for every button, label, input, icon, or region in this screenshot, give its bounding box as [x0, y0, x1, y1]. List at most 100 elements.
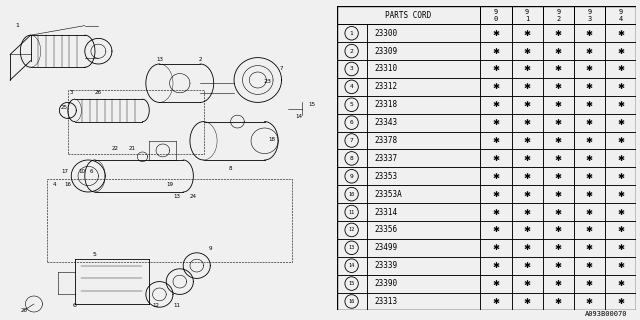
Text: 22: 22	[112, 146, 119, 151]
Text: 23343: 23343	[374, 118, 397, 127]
Bar	[367, 24, 481, 42]
Text: 2: 2	[198, 57, 202, 62]
Bar	[337, 24, 367, 42]
Bar	[481, 257, 511, 275]
Text: 23390: 23390	[374, 279, 397, 288]
Text: PARTS CORD: PARTS CORD	[385, 11, 431, 20]
Text: 20: 20	[20, 308, 28, 313]
Bar	[481, 24, 511, 42]
Text: ✱: ✱	[617, 136, 624, 145]
Text: ✱: ✱	[617, 47, 624, 56]
Text: ✱: ✱	[493, 154, 499, 163]
Bar	[574, 257, 605, 275]
Bar	[574, 167, 605, 185]
Bar	[337, 60, 367, 78]
Text: 9
1: 9 1	[525, 9, 529, 21]
Text: ✱: ✱	[555, 225, 562, 235]
Text: ✱: ✱	[617, 154, 624, 163]
Text: ✱: ✱	[493, 190, 499, 199]
Bar	[511, 257, 543, 275]
Text: ✱: ✱	[493, 65, 499, 74]
Text: 23337: 23337	[374, 154, 397, 163]
Bar	[574, 60, 605, 78]
Text: 10: 10	[349, 192, 355, 197]
Bar	[481, 149, 511, 167]
Bar	[605, 257, 636, 275]
Bar	[337, 221, 367, 239]
Bar	[543, 6, 574, 24]
Bar	[543, 42, 574, 60]
Text: ✱: ✱	[493, 243, 499, 252]
Text: 14: 14	[295, 114, 302, 119]
Text: ✱: ✱	[617, 208, 624, 217]
Text: A093B00070: A093B00070	[585, 311, 627, 317]
Text: 9
2: 9 2	[556, 9, 561, 21]
Text: ✱: ✱	[617, 190, 624, 199]
Text: 2: 2	[349, 49, 353, 54]
Bar	[337, 114, 367, 132]
Text: 23300: 23300	[374, 29, 397, 38]
Text: ✱: ✱	[493, 136, 499, 145]
Text: 11: 11	[349, 210, 355, 214]
Bar	[68, 90, 204, 154]
Text: ✱: ✱	[524, 82, 531, 92]
Bar	[543, 257, 574, 275]
Text: ✱: ✱	[617, 225, 624, 235]
Text: 1: 1	[349, 31, 353, 36]
Text: ✱: ✱	[586, 118, 593, 127]
Text: 1: 1	[15, 23, 19, 28]
Text: 18: 18	[268, 137, 275, 142]
Bar	[605, 42, 636, 60]
Bar	[574, 132, 605, 149]
Text: 12: 12	[349, 228, 355, 232]
Bar	[574, 239, 605, 257]
Text: ✱: ✱	[555, 261, 562, 270]
Bar	[605, 60, 636, 78]
Bar	[605, 239, 636, 257]
Text: ✱: ✱	[493, 82, 499, 92]
Text: ✱: ✱	[555, 118, 562, 127]
Text: ✱: ✱	[617, 261, 624, 270]
Bar	[511, 78, 543, 96]
Bar	[481, 60, 511, 78]
Text: ✱: ✱	[586, 190, 593, 199]
Text: 9
0: 9 0	[494, 9, 498, 21]
Bar	[543, 96, 574, 114]
Text: 9: 9	[209, 246, 212, 251]
Text: 21: 21	[129, 146, 136, 151]
Bar	[481, 221, 511, 239]
Text: 23318: 23318	[374, 100, 397, 109]
Bar	[481, 42, 511, 60]
Text: ✱: ✱	[493, 29, 499, 38]
Bar	[511, 275, 543, 292]
Bar	[543, 203, 574, 221]
Text: 4: 4	[52, 181, 56, 187]
Text: ✱: ✱	[555, 82, 562, 92]
Text: ✱: ✱	[524, 279, 531, 288]
Bar	[543, 78, 574, 96]
Text: ✱: ✱	[555, 65, 562, 74]
Text: ✱: ✱	[586, 172, 593, 181]
Text: ✱: ✱	[524, 154, 531, 163]
Text: ✱: ✱	[524, 225, 531, 235]
Text: ✱: ✱	[617, 82, 624, 92]
Text: ✱: ✱	[586, 243, 593, 252]
Text: 12: 12	[152, 303, 159, 308]
Bar	[481, 239, 511, 257]
Bar	[574, 221, 605, 239]
Bar	[367, 292, 481, 310]
Text: ✱: ✱	[586, 29, 593, 38]
Text: ✱: ✱	[524, 172, 531, 181]
Bar	[367, 221, 481, 239]
Bar	[337, 185, 367, 203]
Text: ✱: ✱	[555, 136, 562, 145]
Text: 23314: 23314	[374, 208, 397, 217]
Text: ✱: ✱	[524, 47, 531, 56]
Bar	[511, 24, 543, 42]
Text: ✱: ✱	[555, 208, 562, 217]
Bar	[574, 149, 605, 167]
Text: ✱: ✱	[524, 208, 531, 217]
Text: ✱: ✱	[617, 118, 624, 127]
Bar	[481, 167, 511, 185]
Text: ✱: ✱	[493, 261, 499, 270]
